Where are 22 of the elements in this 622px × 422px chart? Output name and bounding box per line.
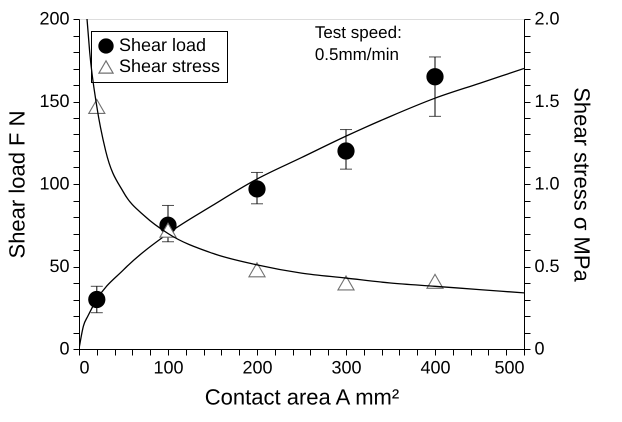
y2-tick-label: 1.0 [534,174,560,194]
legend-label: Shear stress [119,56,220,76]
x-axis-title: Contact area A mm² [204,384,400,410]
legend-label: Shear load [119,35,206,55]
x-tick-label: 300 [331,358,362,378]
x-tick-label: 400 [420,358,451,378]
annotation: Test speed: 0.5mm/min [314,23,402,64]
y-tick-label: 0 [59,338,70,358]
y2-tick-label: 0.5 [534,256,560,276]
y-tick-label: 50 [49,256,70,276]
y-tick-label: 100 [39,174,70,194]
y-tick-label: 150 [39,91,70,111]
y-tick-label: 200 [39,8,70,28]
y2-tick-label: 0 [534,338,545,358]
y-axis-title: Shear load F N [4,110,30,258]
y2-tick-label: 2.0 [534,8,560,28]
x-tick-label: 100 [153,358,184,378]
y2-axis-title: Shear stress σ MPa [570,87,595,283]
x-tick-label: 200 [242,358,273,378]
x-tick-label: 500 [494,358,524,378]
y2-tick-label: 1.5 [534,91,560,111]
x-tick-label: 0 [80,358,90,378]
